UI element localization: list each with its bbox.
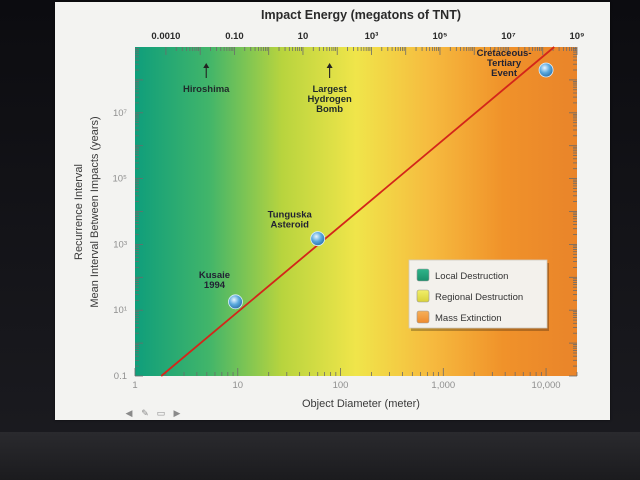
slide-toolbar: ◀ ✎ ▭ ▶ (123, 406, 183, 420)
x-tick-label: 1,000 (431, 380, 455, 391)
y-axis-title-line1: Recurrence Interval (73, 164, 85, 260)
top-tick-label: 0.10 (225, 31, 244, 42)
x-axis-title: Object Diameter (meter) (302, 398, 420, 410)
left-axis-ticks: 0.1 10¹ 10³ 10⁵ 10⁷ (112, 48, 143, 382)
legend-swatch (416, 268, 430, 282)
point-label: 1994 (204, 280, 226, 291)
point-label: Event (491, 68, 518, 79)
top-tick-label: 10⁵ (432, 31, 447, 42)
x-tick-label: 10,000 (532, 380, 561, 391)
y-tick-label: 10⁷ (113, 108, 128, 119)
menu-icon[interactable]: ▭ (156, 408, 166, 418)
top-tick-label: 0.0010 (151, 31, 180, 42)
top-tick-label: 10 (298, 31, 309, 42)
recurrence-line (160, 46, 555, 377)
presentation-slide: Impact Energy (megatons of TNT) 0.0010 0.… (55, 2, 610, 420)
x-tick-label: 10 (232, 380, 243, 391)
legend-label: Mass Extinction (435, 313, 502, 324)
point-label: Kusaie (199, 270, 230, 281)
arrow-left-icon[interactable]: ◀ (125, 408, 133, 418)
point-label: Asteroid (270, 220, 309, 231)
y-tick-label: 10¹ (113, 305, 127, 316)
legend: Local Destruction Regional Destruction Mas… (408, 259, 549, 331)
arrow-right-icon[interactable]: ▶ (173, 408, 181, 418)
marker-label: Largest (312, 84, 347, 95)
impact-chart: Impact Energy (megatons of TNT) 0.0010 0.… (73, 8, 585, 410)
marker-label: Hiroshima (183, 84, 230, 95)
y-tick-label: 0.1 (114, 371, 127, 382)
legend-label: Local Destruction (435, 271, 508, 282)
top-axis-ticks: 0.0010 0.10 10 10³ 10⁵ 10⁷ 10⁹ (151, 31, 585, 55)
top-axis-title: Impact Energy (megatons of TNT) (261, 8, 461, 22)
x-tick-label: 1 (132, 380, 137, 391)
x-tick-label: 100 (333, 380, 349, 391)
impact-point (310, 231, 326, 247)
y-tick-label: 10⁵ (112, 174, 127, 185)
legend-box (408, 259, 548, 329)
impact-point (538, 62, 554, 78)
bottom-axis-ticks: 1 10 100 1,000 10,000 (132, 368, 578, 391)
right-axis-ticks (569, 48, 577, 377)
marker-label: Bomb (316, 104, 343, 115)
marker-arrow-head (326, 63, 333, 68)
laptop-base (0, 432, 640, 480)
marker-label: Hydrogen (307, 94, 352, 105)
top-tick-label: 10⁹ (569, 31, 584, 42)
point-label: Cretaceous- (477, 48, 532, 59)
pen-icon[interactable]: ✎ (141, 408, 149, 418)
legend-swatch (416, 289, 430, 303)
point-label: Tunguska (268, 210, 313, 221)
y-axis-title-line2: Mean Interval Between Impacts (years) (89, 116, 101, 307)
series-layer (160, 46, 555, 377)
top-tick-label: 10⁷ (501, 31, 516, 42)
legend-label: Regional Destruction (435, 292, 523, 303)
y-tick-label: 10³ (113, 239, 127, 250)
legend-swatch (416, 310, 430, 324)
marker-arrow-head (203, 63, 210, 68)
point-label: Tertiary (487, 58, 522, 69)
top-tick-label: 10³ (365, 31, 379, 42)
impact-point (228, 294, 243, 310)
